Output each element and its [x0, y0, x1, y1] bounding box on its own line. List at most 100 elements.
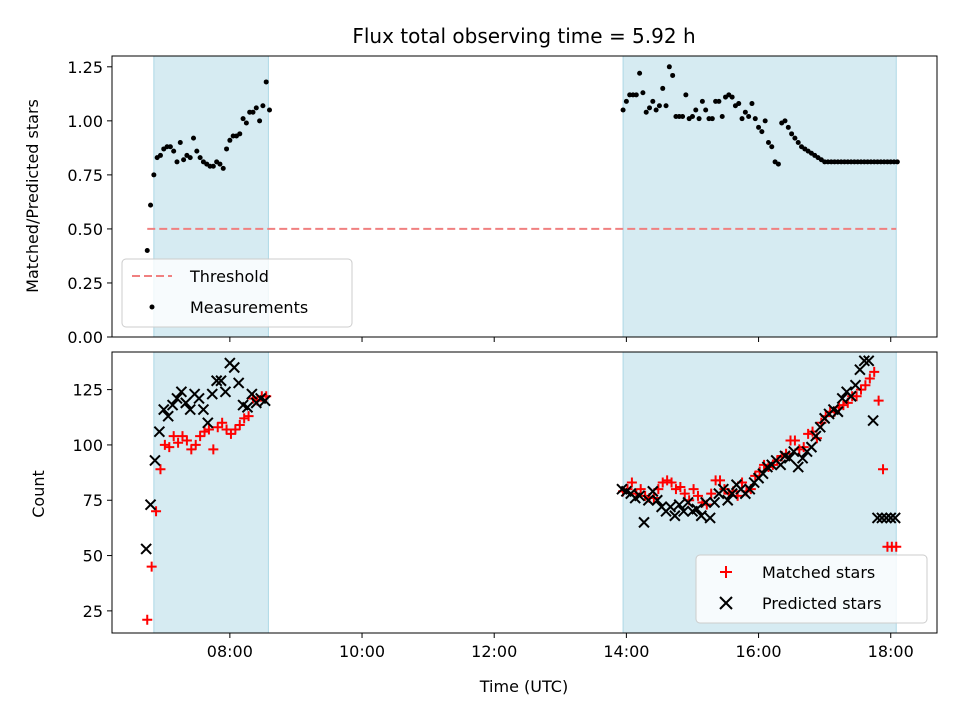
chart-title: Flux total observing time = 5.92 h [352, 24, 695, 48]
measurement-point [227, 137, 233, 143]
measurement-point [240, 116, 246, 122]
legend-threshold-label: Threshold [189, 267, 269, 286]
predicted-star-point [180, 397, 192, 409]
predicted-star-point [796, 452, 809, 464]
predicted-star-point [836, 392, 848, 405]
predicted-star-point [757, 467, 769, 480]
matched-star-point [173, 437, 184, 448]
predicted-star-point [871, 512, 884, 524]
matched-star-point [675, 481, 686, 492]
measurement-point [220, 165, 226, 171]
bottom-panel: 25 50 75 100 125 08:00 10:00 12:00 14:00 16:00 18… [29, 351, 938, 696]
matched-star-point [864, 373, 875, 384]
y-tick-label: 0.75 [67, 166, 103, 185]
legend-measurements-label: Measurements [190, 298, 308, 317]
bottom-plot-frame [111, 351, 938, 634]
measurement-point [782, 118, 788, 124]
predicted-star-point [783, 452, 796, 464]
x-axis-label: Time (UTC) [479, 677, 568, 696]
predicted-star-point [647, 485, 659, 498]
measurement-point [174, 159, 180, 165]
bottom-legend-box [695, 554, 928, 624]
measurement-point [637, 70, 643, 76]
measurement-point [187, 155, 193, 161]
matched-star-point [181, 435, 192, 446]
measurement-point [716, 98, 722, 104]
measurement-point [703, 107, 709, 113]
predicted-star-point [863, 355, 875, 367]
measurement-point [719, 114, 725, 120]
predicted-star-point [677, 505, 690, 518]
predicted-star-point [664, 501, 677, 513]
predicted-star-point [197, 403, 210, 416]
matched-star-point [230, 424, 241, 435]
predicted-star-point [166, 399, 179, 411]
measurement-point [792, 135, 798, 141]
top-x-ticks [229, 337, 892, 342]
matched-star-point [146, 561, 157, 572]
measurement-point [177, 139, 183, 145]
predicted-star-point [845, 390, 857, 402]
measurement-point [197, 155, 203, 161]
top-panel: 0.00 0.25 0.50 0.75 1.00 1.25 Flux total obse… [23, 24, 938, 347]
measurement-point [762, 118, 768, 124]
measurement-point [250, 109, 256, 115]
predicted-star-point [832, 406, 844, 418]
matched-star-point [212, 422, 223, 433]
measurement-point [237, 131, 243, 137]
predicted-star-point [880, 512, 893, 524]
predicted-star-point [708, 496, 721, 509]
measurement-point [181, 157, 187, 163]
predicted-star-point [162, 410, 174, 422]
measurement-point [653, 107, 659, 113]
matched-star-point [860, 380, 871, 391]
matched-star-point [635, 484, 646, 495]
y-tick-label: 0.25 [67, 274, 103, 293]
measurement-point [224, 146, 230, 152]
predicted-star-point [232, 377, 245, 389]
predicted-star-point [158, 403, 170, 416]
top-legend-box [121, 258, 353, 328]
matched-star-point [666, 477, 677, 488]
predicted-star-point [876, 512, 888, 524]
measurement-point [167, 144, 173, 150]
measurement-point [785, 124, 791, 130]
matched-star-point [199, 426, 210, 437]
measurement-point [257, 118, 263, 124]
measurement-point [670, 72, 676, 78]
matched-star-point [151, 506, 162, 517]
matched-star-point [803, 428, 814, 439]
x-tick-label: 18:00 [868, 642, 914, 661]
measurement-point [765, 139, 771, 145]
measurement-point [759, 129, 765, 135]
predicted-star-point [228, 361, 240, 374]
measurement-point [894, 159, 900, 165]
matched-star-point [159, 439, 170, 450]
measurement-point [263, 79, 269, 85]
measurement-point [157, 152, 163, 158]
measurement-point [260, 103, 266, 109]
matched-star-point [688, 484, 699, 495]
legend-matched-swatch [720, 566, 732, 578]
bottom-y-ticks: 25 50 75 100 125 [72, 381, 112, 621]
bottom-x-ticks: 08:00 10:00 12:00 14:00 16:00 18:00 [207, 633, 914, 661]
predicted-star-point [726, 487, 738, 500]
measurement-point [775, 161, 781, 167]
predicted-star-point [638, 516, 650, 529]
matched-star-point [789, 435, 800, 446]
matched-star-point [190, 439, 201, 450]
predicted-star-point [153, 425, 166, 438]
matched-star-point [155, 464, 166, 475]
matched-star-point [243, 411, 254, 422]
matched-star-point [239, 413, 250, 424]
measurement-point [253, 105, 259, 111]
measurement-point [650, 98, 656, 104]
predicted-star-point [774, 459, 787, 471]
legend-predicted-swatch [719, 596, 733, 610]
measurement-point [795, 139, 801, 145]
measurement-point [739, 116, 745, 122]
predicted-star-point [202, 417, 214, 429]
matched-star-point [221, 424, 232, 435]
matched-star-point [662, 475, 673, 486]
